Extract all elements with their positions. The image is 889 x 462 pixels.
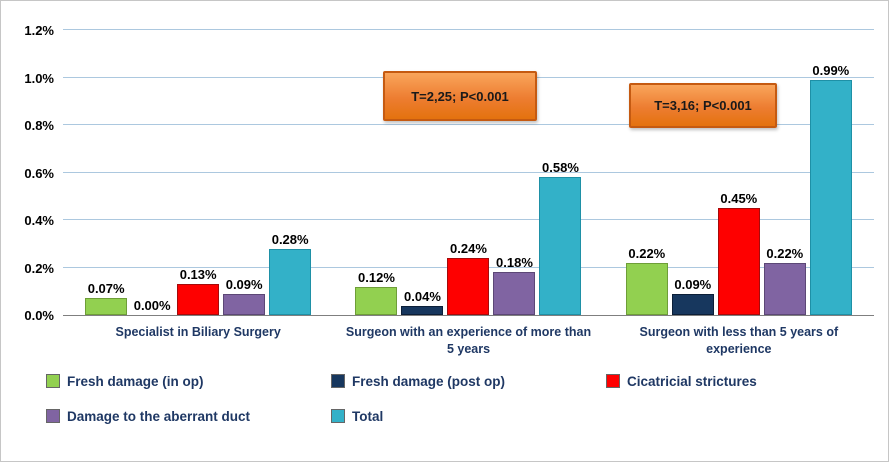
category-label: Surgeon with less than 5 years of experi… bbox=[639, 325, 839, 356]
y-axis-tick-label: 1.0% bbox=[24, 70, 54, 86]
bar-value-label: 0.07% bbox=[87, 281, 125, 297]
bar-value-label: 0.12% bbox=[358, 269, 395, 285]
bar-value-label: 0.45% bbox=[720, 191, 758, 207]
x-axis: Specialist in Biliary Surgery Surgeon wit… bbox=[1, 324, 888, 358]
bar-value-label: 0.99% bbox=[812, 62, 850, 78]
bar-value-label: 0.22% bbox=[766, 245, 804, 261]
bar-value-label: 0.22% bbox=[628, 245, 666, 261]
bar-group-surgeon-with-less-than-5-years-of-experience: 0.22% 0.09% 0.45% 0.22% 0.99% bbox=[604, 31, 874, 315]
legend-label: Fresh damage (post op) bbox=[352, 373, 506, 389]
gridline bbox=[63, 29, 874, 30]
bar-cell-damage-to-the-aberrant-duct: 0.22% bbox=[763, 31, 806, 315]
legend-swatch-damage-aberrant-duct bbox=[46, 409, 60, 424]
gridline bbox=[63, 124, 874, 125]
annotation-ttest-1: T=2,25; P<0.001 bbox=[383, 71, 537, 121]
bar-cell-cicatricial-strictures: 0.13% bbox=[177, 31, 220, 315]
y-axis-tick-label: 0.2% bbox=[24, 260, 54, 276]
bar-total bbox=[809, 79, 852, 315]
bar-value-label: 0.28% bbox=[271, 231, 309, 247]
bar-value-label: 0.58% bbox=[542, 160, 579, 176]
bar-value-label: 0.00% bbox=[133, 298, 171, 313]
bar-cell-fresh-damage-post-op: 0.00% bbox=[131, 31, 173, 315]
bar-cell-fresh-damage-in-op: 0.07% bbox=[85, 31, 128, 315]
legend-item-fresh-damage-in-op: Fresh damage (in op) bbox=[46, 374, 331, 389]
bar-cell-fresh-damage-post-op: 0.04% bbox=[401, 31, 444, 315]
legend: Fresh damage (in op) Fresh damage (post … bbox=[1, 358, 888, 424]
bar-value-label: 0.09% bbox=[225, 276, 263, 292]
category-labels: Specialist in Biliary Surgery Surgeon wit… bbox=[63, 324, 874, 358]
annotation-ttest-2: T=3,16; P<0.001 bbox=[629, 83, 777, 128]
bar-fresh-damage-in-op bbox=[355, 286, 398, 315]
bar-cell-total: 0.28% bbox=[269, 31, 312, 315]
bar-cicatricial-strictures bbox=[447, 258, 490, 315]
legend-swatch-cicatricial-strictures bbox=[606, 374, 620, 389]
legend-item-total: Total bbox=[331, 409, 606, 424]
bar-cell-cicatricial-strictures: 0.45% bbox=[717, 31, 760, 315]
bar-fresh-damage-in-op bbox=[85, 298, 128, 315]
category-label: Specialist in Biliary Surgery bbox=[115, 325, 281, 339]
bar-cicatricial-strictures bbox=[177, 284, 220, 315]
bar-fresh-damage-post-op bbox=[401, 305, 444, 315]
bar-damage-to-the-aberrant-duct bbox=[493, 272, 536, 315]
bar-cell-fresh-damage-in-op: 0.12% bbox=[355, 31, 398, 315]
legend-label: Damage to the aberrant duct bbox=[67, 408, 251, 424]
bar-group-surgeon-with-an-experience-of-more-than-5-years: 0.12% 0.04% 0.24% 0.18% 0.58% bbox=[333, 31, 603, 315]
bar-cell-total: 0.58% bbox=[539, 31, 582, 315]
bar-cell-fresh-damage-in-op: 0.22% bbox=[625, 31, 668, 315]
bar-damage-to-the-aberrant-duct bbox=[223, 293, 266, 315]
legend-swatch-fresh-damage-post-op bbox=[331, 374, 345, 389]
bar-value-label: 0.18% bbox=[496, 255, 533, 271]
bar-total bbox=[269, 248, 312, 315]
bar-total bbox=[539, 177, 582, 315]
bar-cell-total: 0.99% bbox=[809, 31, 852, 315]
bar-groups: 0.07% 0.00% 0.13% 0.09% 0.28% 0.12% 0.04% 0.24%… bbox=[63, 31, 874, 315]
legend-label: Fresh damage (in op) bbox=[67, 373, 204, 389]
bar-cicatricial-strictures bbox=[717, 208, 760, 315]
y-axis-tick-label: 0.4% bbox=[24, 213, 54, 228]
legend-item-fresh-damage-post-op: Fresh damage (post op) bbox=[331, 374, 606, 389]
gridline bbox=[63, 171, 874, 173]
bar-cell-fresh-damage-post-op: 0.09% bbox=[671, 31, 714, 315]
bar-value-label: 0.13% bbox=[179, 267, 217, 283]
y-axis: 0.0% 0.2% 0.4% 0.6% 0.8% 1.0% 1.2% bbox=[1, 23, 63, 323]
y-axis-spacer bbox=[1, 324, 63, 358]
bar-cell-cicatricial-strictures: 0.24% bbox=[447, 31, 490, 315]
bar-fresh-damage-post-op bbox=[671, 293, 714, 315]
bar-cell-damage-to-the-aberrant-duct: 0.18% bbox=[493, 31, 536, 315]
bar-value-label: 0.09% bbox=[674, 276, 712, 292]
bar-damage-to-the-aberrant-duct bbox=[763, 262, 806, 315]
bar-fresh-damage-in-op bbox=[625, 262, 668, 315]
y-axis-tick-label: 0.0% bbox=[24, 308, 54, 323]
gridline bbox=[63, 219, 874, 220]
legend-swatch-total bbox=[331, 409, 345, 424]
bar-value-label: 0.24% bbox=[450, 241, 487, 256]
y-axis-tick-label: 0.8% bbox=[24, 118, 54, 133]
legend-label: Cicatricial strictures bbox=[627, 373, 757, 389]
category-label: Surgeon with an experience of more than … bbox=[345, 325, 592, 356]
bar-cell-damage-to-the-aberrant-duct: 0.09% bbox=[223, 31, 266, 315]
bar-value-label: 0.04% bbox=[404, 288, 441, 304]
y-axis-tick-label: 1.2% bbox=[24, 23, 54, 38]
plot-row: 0.0% 0.2% 0.4% 0.6% 0.8% 1.0% 1.2% 0.07% 0.00% 0… bbox=[1, 23, 888, 323]
legend-item-damage-aberrant-duct: Damage to the aberrant duct bbox=[46, 409, 331, 424]
plot-area: 0.07% 0.00% 0.13% 0.09% 0.28% 0.12% 0.04% 0.24%… bbox=[63, 29, 874, 316]
y-axis-tick-label: 0.6% bbox=[24, 165, 54, 181]
legend-item-cicatricial-strictures: Cicatricial strictures bbox=[606, 374, 888, 389]
legend-swatch-fresh-damage-in-op bbox=[46, 374, 60, 389]
bar-group-specialist-in-biliary-surgery: 0.07% 0.00% 0.13% 0.09% 0.28% bbox=[63, 31, 333, 315]
legend-label: Total bbox=[352, 408, 384, 424]
